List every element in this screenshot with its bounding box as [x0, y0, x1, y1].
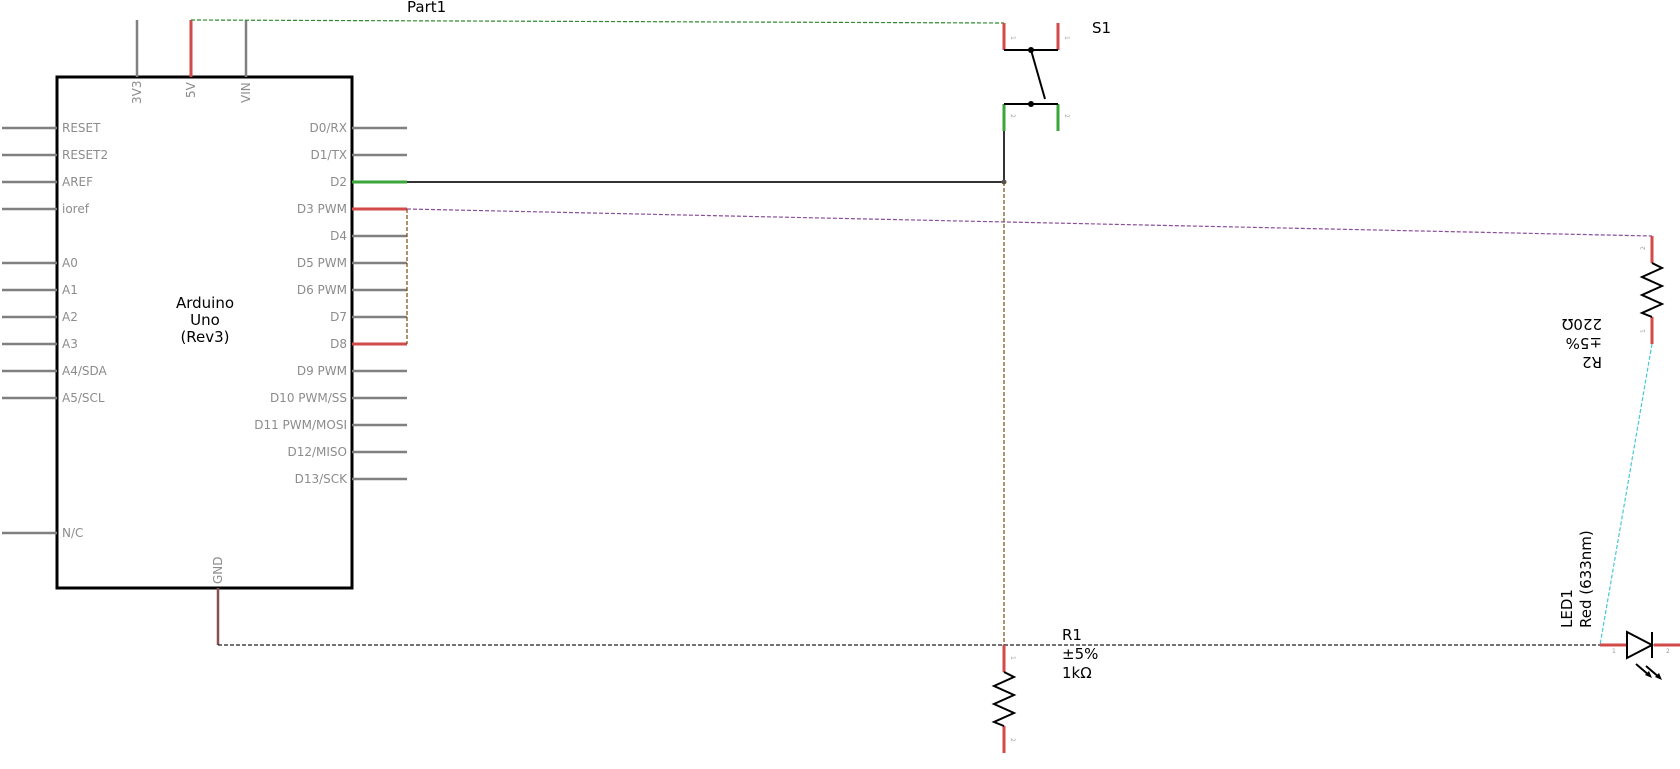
led-triangle	[1626, 630, 1655, 660]
pin-3v3-label: 3V3	[130, 81, 144, 104]
pin-d10-label: D10 PWM/SS	[270, 391, 347, 405]
s1-label: S1	[1092, 19, 1111, 37]
r2-value: 220Ω	[1562, 315, 1602, 333]
pin-d9-label: D9 PWM	[297, 364, 347, 378]
pin-gnd-label: GND	[211, 556, 225, 584]
r1-pin-mark-1: 1	[1009, 656, 1016, 660]
s1-pin-mark-2a: 2	[1009, 114, 1016, 118]
resistor-r1[interactable]: R1 ±5% 1kΩ 1 2	[991, 626, 1098, 753]
pin-reset2-label: RESET2	[62, 148, 108, 162]
pin-d2-label: D2	[330, 175, 347, 189]
pin-d12-label: D12/MISO	[287, 445, 347, 459]
r1-label: R1	[1062, 626, 1082, 644]
pin-ioref-label: ioref	[62, 202, 90, 216]
left-pin-group: RESET RESET2 AREF ioref A0 A1 A2 A3 A4/S…	[2, 121, 108, 540]
pin-5v-label: 5V	[184, 81, 198, 98]
r2-zigzag	[1639, 262, 1665, 318]
pin-d1-label: D1/TX	[311, 148, 347, 162]
r2-label: R2	[1582, 353, 1602, 371]
led-color: Red (633nm)	[1577, 530, 1595, 628]
arduino-uno[interactable]: 3V3 5V VIN GND RESET RESET2 AREF ioref A…	[2, 0, 446, 645]
pin-d4-label: D4	[330, 229, 347, 243]
pin-a2-label: A2	[62, 310, 78, 324]
s1-pin-mark-2b: 2	[1063, 114, 1070, 118]
led-led1[interactable]: LED1 Red (633nm) 1 2	[1558, 530, 1680, 680]
pin-d11-label: D11 PWM/MOSI	[254, 418, 347, 432]
ratsnest-d3-r2[interactable]	[406, 208, 1653, 237]
pin-reset-label: RESET	[62, 121, 101, 135]
pin-d6-label: D6 PWM	[297, 283, 347, 297]
pin-d0-label: D0/RX	[310, 121, 347, 135]
arduino-name-line3: (Rev3)	[180, 328, 229, 346]
ratsnest-r2-led[interactable]	[1599, 343, 1653, 646]
ratsnest-5v-s1[interactable]	[190, 19, 1005, 24]
right-pin-group: D0/RX D1/TX D2 D3 PWM D4 D5 PWM D6 PWM D…	[254, 121, 407, 486]
r1-tolerance: ±5%	[1062, 645, 1098, 663]
pin-a1-label: A1	[62, 283, 78, 297]
arduino-part-label: Part1	[407, 0, 446, 16]
led-pin-mark-2: 2	[1666, 648, 1670, 655]
led-arrowhead-2	[1655, 673, 1662, 680]
s1-pivot-bottom	[1028, 101, 1034, 107]
pin-d7-label: D7	[330, 310, 347, 324]
arduino-body	[55, 75, 354, 590]
pin-d13-label: D13/SCK	[295, 472, 349, 486]
r2-tolerance: ±5%	[1566, 334, 1602, 352]
s1-actuator	[1030, 49, 1046, 100]
pin-a0-label: A0	[62, 256, 78, 270]
pin-d5-label: D5 PWM	[297, 256, 347, 270]
pin-aref-label: AREF	[62, 175, 93, 189]
pin-vin-label: VIN	[239, 82, 253, 103]
wire-d2-s1[interactable]	[407, 128, 1005, 183]
pin-a5-label: A5/SCL	[62, 391, 105, 405]
pin-a3-label: A3	[62, 337, 78, 351]
resistor-r2[interactable]: R2 ±5% 220Ω 2 1	[1562, 236, 1665, 371]
led-arrowhead-1	[1645, 671, 1652, 678]
switch-s1[interactable]: S1 1 1 2 2	[1002, 19, 1111, 131]
led-label: LED1	[1558, 589, 1576, 628]
r2-pin-mark-2: 2	[1640, 246, 1647, 250]
s1-pin-mark-1a: 1	[1009, 36, 1016, 40]
wires	[190, 19, 1653, 646]
pin-d8-label: D8	[330, 337, 347, 351]
arduino-name-line1: Arduino	[176, 294, 234, 312]
r2-pin-mark-1: 1	[1640, 329, 1647, 333]
arduino-name-line2: Uno	[190, 311, 220, 329]
r1-value: 1kΩ	[1062, 664, 1092, 682]
led-pin-mark-1: 1	[1612, 648, 1616, 655]
pin-nc-label: N/C	[62, 526, 83, 540]
r1-zigzag	[991, 671, 1017, 727]
s1-pin-mark-1b: 1	[1063, 36, 1070, 40]
pin-d3-label: D3 PWM	[297, 202, 347, 216]
r1-pin-mark-2: 2	[1009, 738, 1016, 742]
pin-a4-label: A4/SDA	[62, 364, 108, 378]
